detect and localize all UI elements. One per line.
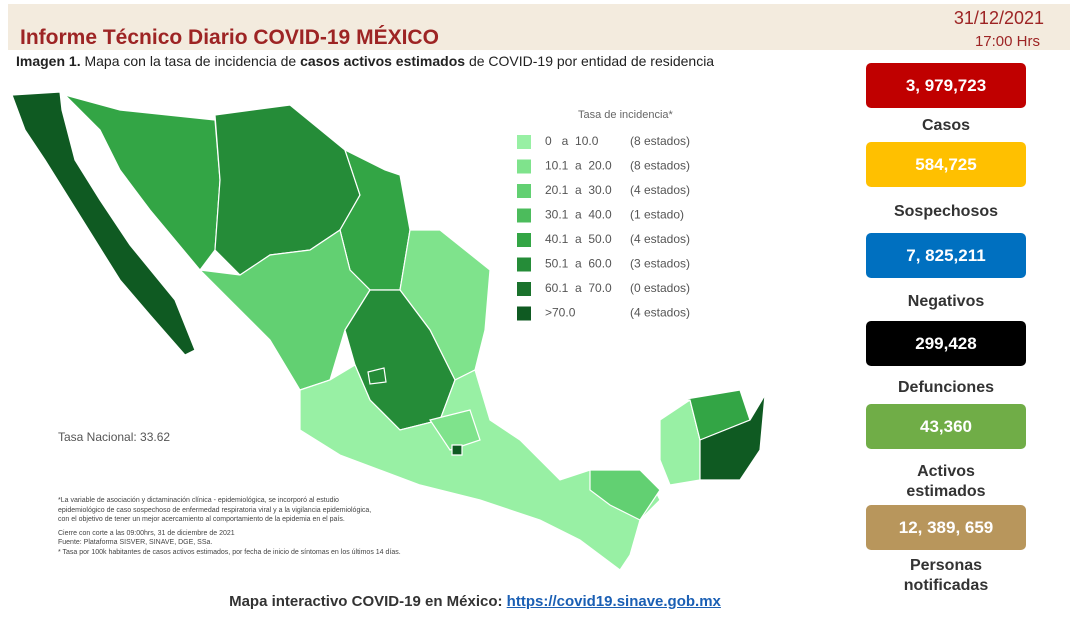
caption-text: Mapa con la tasa de incidencia de xyxy=(84,53,297,69)
legend-count: (8 estados) xyxy=(630,134,690,148)
legend-range: >70.0 xyxy=(545,306,576,320)
state xyxy=(429,409,481,451)
legend-swatch xyxy=(517,135,531,149)
legend-swatch xyxy=(517,306,531,321)
legend-range: 40.1 a 50.0 xyxy=(545,232,612,246)
caption-prefix: Imagen 1. xyxy=(16,53,81,69)
legend: Tasa de incidencia* 0 a 10.0 (8 estados) 1… xyxy=(517,109,690,321)
stat-label: Negativos xyxy=(907,293,985,310)
legend-count: (4 estados) xyxy=(630,306,690,320)
footer-text: Mapa interactivo COVID-19 en México: xyxy=(229,593,503,610)
legend-swatch xyxy=(517,257,531,272)
note-line: con el objetivo de tener un mejor acerca… xyxy=(58,516,345,523)
state xyxy=(451,444,463,456)
legend-count: (0 estados) xyxy=(630,281,690,295)
footer-link[interactable]: https://covid19.sinave.gob.mx xyxy=(506,593,721,610)
legend-range: 20.1 a 30.0 xyxy=(545,183,612,197)
date: 31/12/2021 xyxy=(953,8,1044,28)
legend-range: 50.1 a 60.0 xyxy=(545,257,612,271)
legend-swatch xyxy=(517,184,531,198)
stat-box: 43,360 xyxy=(866,404,1026,449)
state xyxy=(367,367,387,385)
stat-label: Personas notificadas xyxy=(903,557,989,594)
legend-swatch xyxy=(517,159,531,174)
note-line: * Tasa por 100k habitantes de casos acti… xyxy=(58,548,401,556)
note-line: Cierre con corte a las 09:00hrs, 31 de d… xyxy=(58,529,235,537)
stat-box: 3, 979,723 xyxy=(866,63,1026,108)
map: Tasa de incidencia* 0 a 10.0 (8 estados) 1… xyxy=(11,91,766,571)
state xyxy=(589,469,661,521)
legend-swatch xyxy=(517,282,531,296)
note-line: epidemiológico de caso sospechoso de enf… xyxy=(58,506,372,514)
stat-label: Sospechosos xyxy=(893,203,999,220)
caption: Imagen 1. Mapa con la tasa de incidencia… xyxy=(16,53,714,69)
legend-count: (1 estado) xyxy=(630,208,684,222)
stat-box: 12, 389, 659 xyxy=(866,505,1026,550)
legend-swatch xyxy=(517,233,531,247)
legend-count: (3 estados) xyxy=(630,257,690,271)
legend-range: 10.1 a 20.0 xyxy=(545,159,612,173)
state xyxy=(699,394,766,481)
legend-title: Tasa de incidencia* xyxy=(578,109,674,121)
states xyxy=(11,91,766,571)
national-rate: Tasa Nacional: 33.62 xyxy=(58,430,171,444)
legend-range: 30.1 a 40.0 xyxy=(545,208,612,222)
stat-label: Activos estimados xyxy=(906,463,986,500)
legend-swatch xyxy=(517,208,531,223)
stat-label: Casos xyxy=(921,117,971,134)
stat-box: 7, 825,211 xyxy=(866,233,1026,278)
footer: Mapa interactivo COVID-19 en México: htt… xyxy=(0,593,950,610)
title: Informe Técnico Diario COVID-19 MÉXICO xyxy=(20,26,439,49)
time: 17:00 Hrs xyxy=(974,33,1040,50)
note-line: *La variable de asociación y dictaminaci… xyxy=(58,497,339,504)
note-line: Fuente: Plataforma SISVER, SINAVE, DGE, … xyxy=(58,539,213,546)
legend-range: 60.1 a 70.0 xyxy=(545,281,612,295)
stat-box: 299,428 xyxy=(866,321,1026,366)
caption-bold: casos activos estimados xyxy=(300,53,466,69)
legend-range: 0 a 10.0 xyxy=(545,134,599,148)
state xyxy=(11,91,196,356)
stat-label: Defunciones xyxy=(897,379,994,396)
legend-count: (4 estados) xyxy=(630,183,690,197)
legend-count: (4 estados) xyxy=(630,232,690,246)
header-band xyxy=(8,4,1070,50)
caption-text: de COVID-19 por entidad de residencia xyxy=(468,53,715,69)
notes: *La variable de asociación y dictaminaci… xyxy=(58,496,401,557)
legend-count: (8 estados) xyxy=(630,159,690,173)
stat-box: 584,725 xyxy=(866,142,1026,187)
